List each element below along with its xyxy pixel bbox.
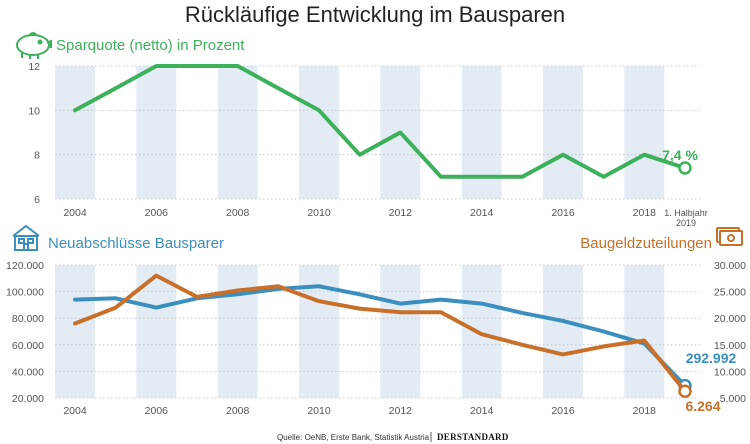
house-icon [12,224,40,251]
panel2-y-left-tick: 100.000 [6,287,44,299]
sparquote-line [73,64,687,179]
panel2-x-tick: 2016 [551,405,575,417]
band-panel2-2012 [380,265,421,398]
band-panel2-2004 [55,265,95,398]
brand-logo: DERSTANDARD [437,432,509,442]
sparquote-end-point [678,161,692,175]
panel2-x-tick: 2004 [63,405,87,417]
neuabschluesse-end-label: 292.992 [686,350,737,366]
band-panel1-2008 [217,66,258,199]
background-bands [55,66,665,398]
panel1-y-tick: 8 [34,150,40,162]
series-lines [73,64,692,399]
panel2-title-right: Baugeldzuteilungen [580,235,712,252]
sparquote-end-label: 7,4 % [662,147,698,163]
panel2-y-right-tick: 15.000 [714,340,746,352]
piggy-bank-icon [16,32,52,59]
chart-title: Rückläufige Entwicklung im Bausparen [185,2,565,27]
band-panel1-2016 [543,66,583,199]
panel2-y-right-tick: 5.000 [720,393,746,405]
band-panel1-2010 [299,66,339,199]
panel1-x-tick: 2018 [633,207,657,219]
panel1-x-tick-last: 1. Halbjahr [664,208,708,218]
baugeld-line [73,273,687,394]
panel2-y-right-tick: 25.000 [714,287,746,299]
panel2-y-left-tick: 60.000 [12,340,44,352]
panel1-y-tick: 6 [34,194,40,206]
band-panel1-2018 [624,66,665,199]
axis-ticks: 6 8 10 12 2004 2006 2008 2010 2012 2014 2016 2018 1.… [6,61,746,417]
panel2-y-right-tick: 20.000 [714,313,746,325]
baugeld-end-point [678,384,692,399]
panel2-x-tick: 2008 [226,405,250,417]
panel2-x-tick: 2010 [307,405,331,417]
baugeld-end-label: 6.264 [685,398,720,414]
panel1-x-tick: 2014 [470,207,494,219]
panel2-y-left-tick: 80.000 [12,313,44,325]
band-panel2-2018 [624,265,665,398]
panel2-y-right-tick: 10.000 [714,366,746,378]
panel1-x-tick: 2004 [63,207,87,219]
panel1-x-tick: 2012 [389,207,413,219]
panel1-x-tick: 2016 [551,207,575,219]
panel1-x-tick: 2006 [145,207,169,219]
neuabschluesse-line [73,284,687,388]
panel2-y-left-tick: 40.000 [12,366,44,378]
band-panel1-2014 [461,66,502,199]
panel2-y-left-tick: 120.000 [6,260,44,272]
band-panel1-2006 [136,66,177,199]
panel1-y-tick: 10 [28,105,40,117]
panel1-y-tick: 12 [28,61,40,73]
source-text: Quelle: OeNB, Erste Bank, Statistik Aust… [277,433,430,442]
band-panel2-2014 [461,265,502,398]
band-panel1-2004 [55,66,95,199]
panel2-y-right-tick: 30.000 [714,260,746,272]
panel2-x-tick: 2018 [633,405,657,417]
panel2-x-tick: 2006 [145,405,169,417]
money-icon [716,227,743,246]
panel1-x-tick: 2008 [226,207,250,219]
panel2-x-tick: 2014 [470,405,494,417]
panel2-title-left: Neuabschlüsse Bausparer [48,235,224,252]
band-panel2-2008 [217,265,258,398]
panel2-x-tick: 2012 [389,405,413,417]
gridlines [55,65,700,399]
band-panel2-2016 [543,265,583,398]
panel1-x-tick: 2010 [307,207,331,219]
panel1-x-tick-last: 2019 [676,218,696,228]
panel1-title: Sparquote (netto) in Prozent [56,37,245,54]
panel2-y-left-tick: 20.000 [12,393,44,405]
